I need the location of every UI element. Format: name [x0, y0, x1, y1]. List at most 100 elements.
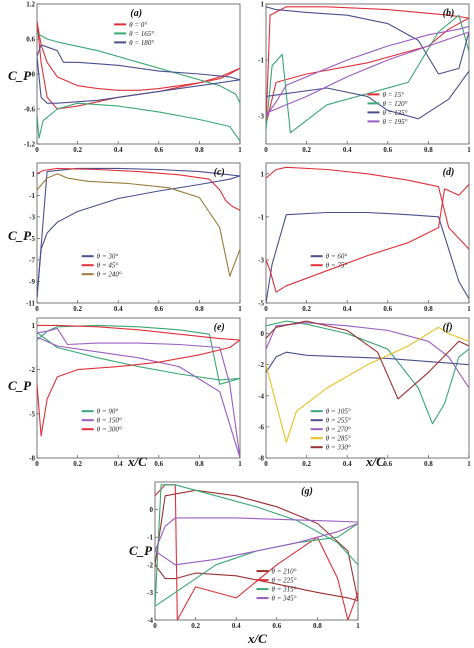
y-tick-label: -11 [26, 300, 35, 308]
plot-frame-f [265, 317, 470, 459]
y-axis-label-a: C_P [8, 68, 32, 83]
x-tick-label: 0.4 [232, 622, 241, 630]
legend-label: θ = 30° [97, 253, 119, 261]
series-line-b-6 [266, 31, 469, 114]
x-axis-label-f: x/C [365, 454, 385, 469]
x-tick-label: 1 [356, 622, 360, 630]
series-line-d-1 [266, 184, 469, 293]
y-tick-label: 1 [261, 1, 265, 9]
x-tick-label: 0.4 [114, 146, 123, 154]
x-tick-label: 0.8 [424, 146, 433, 154]
panel-label-b: (b) [443, 8, 455, 19]
series-line-f-3 [266, 326, 469, 443]
y-tick-label: -8 [29, 455, 35, 463]
series-line-a-5 [37, 56, 240, 104]
y-tick-label: -1 [147, 534, 153, 542]
x-tick-label: 0 [153, 622, 157, 630]
legend-label: θ = 180° [129, 39, 154, 47]
y-tick-label: -3 [258, 113, 264, 121]
legend-label: θ = 135° [383, 109, 408, 117]
panel-d: 0 0.2 0.4 0.6 0.8 1 1 -1 -3 -5 (d) θ = 60°θ = 75° [258, 162, 471, 313]
y-axis-label-e: C_P [8, 378, 32, 393]
y-tick-label: -8 [258, 455, 264, 463]
legend-label: θ = 90° [97, 408, 119, 416]
x-tick-label: 0.8 [195, 305, 204, 313]
series-line-e-4 [37, 339, 240, 437]
legend-label: θ = 300° [97, 426, 122, 434]
legend-label: θ = 255° [326, 417, 351, 425]
legend-a: θ = 0°θ = 165°θ = 180° [114, 21, 154, 47]
panel-g: 0 0.2 0.4 0.6 0.8 1 0 -1 -2 -3 -4 (g) θ = 210°θ = 22… [147, 481, 360, 630]
legend-label: θ = 45° [97, 262, 119, 270]
x-tick-label: 0.2 [302, 460, 311, 468]
x-tick-label: 0.2 [302, 146, 311, 154]
x-tick-label: 0.6 [154, 460, 163, 468]
legend-label: θ = 195° [383, 118, 408, 126]
y-tick-label: -1.2 [24, 141, 36, 149]
legend-label: θ = 150° [97, 417, 122, 425]
x-tick-label: 0.4 [114, 460, 123, 468]
series-line-e-3 [37, 336, 240, 458]
legend-label: θ = 15° [383, 91, 405, 99]
legend-e: θ = 90°θ = 150°θ = 300° [81, 408, 122, 434]
x-tick-label: 0.2 [302, 305, 311, 313]
legend-label: θ = 0° [129, 21, 147, 29]
legend-label: θ = 315° [272, 586, 297, 594]
x-tick-label: 0 [35, 146, 39, 154]
series-line-d-0 [266, 211, 469, 303]
legend-label: θ = 285° [326, 435, 351, 443]
panel-label-c: (c) [214, 167, 225, 178]
legend-label: θ = 165° [129, 30, 154, 38]
y-tick-label: -3 [258, 256, 264, 264]
y-tick-label: -1 [258, 213, 264, 221]
y-tick-label: -4 [147, 617, 153, 625]
series-line-e-1 [37, 332, 240, 381]
plot-frame-e [36, 317, 241, 459]
x-tick-label: 0.8 [195, 460, 204, 468]
y-tick-label: 0 [261, 330, 265, 338]
series-line-g-0 [155, 564, 358, 602]
panel-f: 0 0.2 0.4 0.6 0.8 1 0 -2 -4 -6 -8 (f) θ = 105°θ = 25… [258, 317, 471, 468]
series-line-g-5 [155, 517, 358, 552]
x-axis-label-g: x/C [247, 631, 267, 646]
legend-label: θ = 60° [326, 253, 348, 261]
y-tick-label: 1.2 [26, 1, 35, 9]
legend-label: θ = 270° [326, 426, 351, 434]
panel-label-a: (a) [130, 8, 142, 19]
series-line-a-3 [37, 32, 240, 104]
legend-g: θ = 210°θ = 225°θ = 315°θ = 345° [256, 568, 297, 603]
panel-b: 0 0.2 0.4 0.6 0.8 11-1-3(b)θ = 15°θ = 120°θ =… [258, 1, 471, 155]
y-tick-label: 0 [150, 506, 154, 514]
y-tick-label: -4 [258, 392, 264, 400]
y-tick-label: -1 [29, 192, 35, 200]
y-tick-label: -5 [258, 300, 264, 308]
x-tick-label: 0.2 [73, 460, 82, 468]
y-axis-label-c: C_P [8, 228, 32, 243]
series-line-b-1 [266, 6, 469, 125]
y-tick-label: -2 [29, 366, 35, 374]
series-line-b-0 [266, 17, 469, 125]
x-tick-label: 0.4 [114, 305, 123, 313]
series-line-c-2 [37, 167, 240, 211]
x-tick-label: 0.2 [191, 622, 200, 630]
legend-label: θ = 345° [272, 595, 297, 603]
y-tick-label: -2 [147, 561, 153, 569]
y-tick-label: -3 [147, 589, 153, 597]
panel-label-e: (e) [214, 322, 225, 333]
panel-c: 0 0.2 0.4 0.6 0.8 11-1-3-5-7-9-11(c)θ = 30°θ … [26, 162, 242, 313]
x-tick-label: 0 [264, 146, 268, 154]
panel-label-d: (d) [443, 167, 455, 178]
y-tick-label: -5 [29, 235, 35, 243]
x-tick-label: 0.6 [383, 305, 392, 313]
legend-d: θ = 60°θ = 75° [310, 253, 348, 270]
series-line-g-6 [155, 522, 358, 566]
series-line-e-2 [37, 327, 240, 458]
series-line-b-5 [266, 25, 469, 117]
series-line-a-4 [37, 44, 240, 81]
series-line-c-0 [37, 175, 240, 298]
series-line-g-1 [155, 489, 358, 601]
panel-label-f: (f) [443, 322, 453, 333]
y-tick-label: 0 [32, 71, 36, 79]
x-tick-label: 0.8 [313, 622, 322, 630]
